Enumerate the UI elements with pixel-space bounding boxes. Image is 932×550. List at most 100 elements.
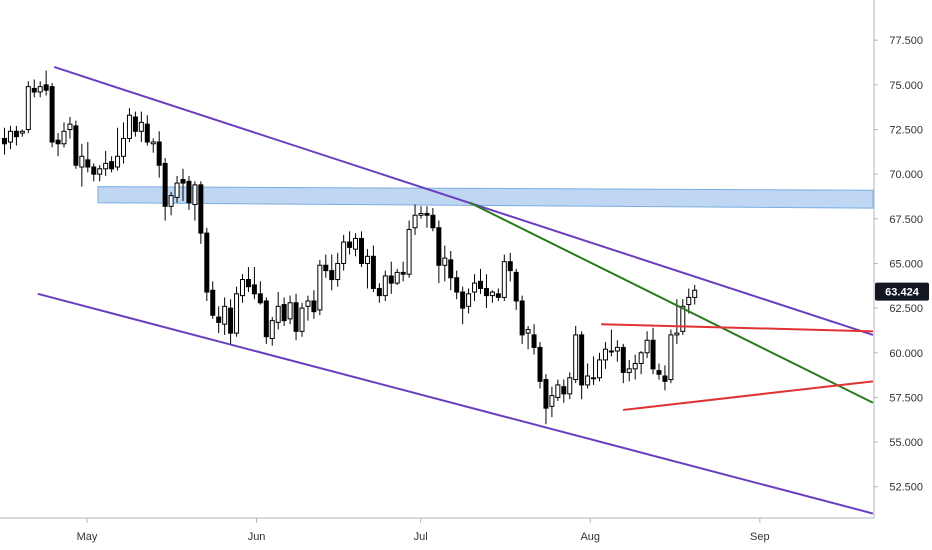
candle-body-down xyxy=(478,280,483,289)
candle xyxy=(448,250,454,291)
resistance-zone[interactable] xyxy=(97,186,874,209)
candle-body-up xyxy=(222,305,228,325)
candle xyxy=(263,297,269,344)
candle xyxy=(400,261,406,282)
candle xyxy=(656,363,662,380)
time-axis[interactable]: May Jun Jul Aug Sep xyxy=(77,518,770,543)
candle xyxy=(519,295,525,344)
candle xyxy=(115,127,121,171)
y-tick-label: 52.500 xyxy=(889,482,923,494)
candle xyxy=(555,379,561,402)
candle-body-down xyxy=(91,166,97,175)
candle-body-down xyxy=(245,279,251,288)
candle-body-down xyxy=(620,346,626,373)
y-tick-label: 72.500 xyxy=(889,125,923,137)
candle xyxy=(597,352,602,382)
candle-body-down xyxy=(561,386,567,395)
candle-body-up xyxy=(7,130,13,143)
candle-body-up xyxy=(305,300,311,307)
candle-body-down xyxy=(388,275,394,284)
candle xyxy=(472,274,478,301)
candle-body-up xyxy=(115,155,121,168)
trendline-3[interactable] xyxy=(469,201,874,404)
candle xyxy=(251,267,257,300)
candle xyxy=(245,267,251,293)
candle-body-down xyxy=(43,84,49,91)
candle-body-up xyxy=(121,137,126,157)
candle xyxy=(269,317,275,346)
candle-body-down xyxy=(400,271,406,275)
trendline-1[interactable] xyxy=(53,66,874,336)
candle xyxy=(109,156,115,173)
candle xyxy=(638,350,644,375)
candle xyxy=(412,204,418,235)
candle xyxy=(91,163,97,182)
candle-body-up xyxy=(525,329,531,334)
candle-body-up xyxy=(602,348,608,361)
candle xyxy=(478,268,483,294)
candle xyxy=(460,286,466,325)
candle-body-up xyxy=(79,155,85,168)
candle xyxy=(317,259,323,316)
candle-body-down xyxy=(204,232,210,293)
candle xyxy=(61,122,67,148)
candle-body-down xyxy=(186,180,192,204)
candle xyxy=(126,108,132,143)
candle-body-down xyxy=(251,284,257,295)
candle-body-down xyxy=(376,287,382,297)
candle-body-up xyxy=(412,214,418,229)
candle xyxy=(454,270,460,300)
candle-body-down xyxy=(436,227,442,266)
candle xyxy=(192,181,198,221)
candle-body-up xyxy=(573,334,579,381)
candle-body-down xyxy=(198,184,204,234)
candle xyxy=(501,254,507,301)
candle-body-down xyxy=(257,293,263,304)
y-tick-label: 77.500 xyxy=(889,35,923,47)
candle-body-up xyxy=(37,86,43,93)
candle xyxy=(168,192,174,216)
y-tick-label: 75.000 xyxy=(889,80,923,92)
candle xyxy=(210,281,216,319)
trendline-5[interactable] xyxy=(622,380,874,411)
candle xyxy=(674,299,680,344)
candle-body-up xyxy=(299,307,305,332)
candle-body-down xyxy=(144,123,150,143)
candle xyxy=(73,120,79,169)
candle-body-down xyxy=(460,291,466,309)
candle-body-up xyxy=(126,114,132,139)
trendline-4[interactable] xyxy=(601,323,874,333)
candle-body-up xyxy=(103,162,109,170)
x-tick-label: Sep xyxy=(750,531,770,543)
candle xyxy=(608,329,614,357)
candle xyxy=(55,133,61,157)
candle-body-up xyxy=(174,182,180,198)
candle xyxy=(686,288,692,314)
candle-body-down xyxy=(662,375,668,382)
candle-body-up xyxy=(234,293,240,334)
candle-body-up xyxy=(353,237,359,250)
candle-body-down xyxy=(543,379,549,409)
candle xyxy=(7,125,13,150)
candle-body-up xyxy=(466,293,472,307)
candle xyxy=(507,252,513,282)
candle xyxy=(335,252,341,287)
candle-body-down xyxy=(85,159,91,168)
candle-body-up xyxy=(97,168,103,175)
candle xyxy=(222,297,228,335)
candle-body-down xyxy=(49,86,55,143)
candle xyxy=(97,165,103,182)
candle-body-up xyxy=(674,332,680,336)
candle xyxy=(359,231,364,268)
price-axis[interactable]: 52.500 55.000 57.500 60.000 62.500 65.000 67.5… xyxy=(874,35,923,494)
candle-body-down xyxy=(495,293,501,298)
candle xyxy=(602,342,608,369)
candle-body-up xyxy=(686,296,692,306)
candle xyxy=(49,83,55,148)
trendline-2[interactable] xyxy=(37,292,874,515)
candle-body-up xyxy=(418,212,424,216)
candle-body-up xyxy=(275,305,281,323)
candle xyxy=(483,274,489,309)
candle-body-up xyxy=(382,275,388,297)
y-tick-label: 67.500 xyxy=(889,214,923,226)
